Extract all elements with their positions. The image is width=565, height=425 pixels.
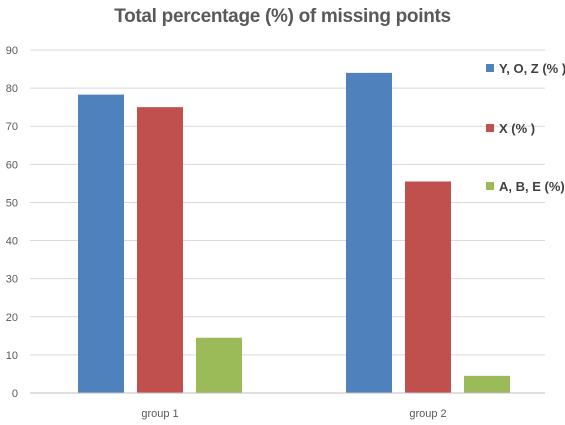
y-tick-label: 0 xyxy=(12,388,18,400)
y-tick-label: 40 xyxy=(6,236,18,248)
y-axis-tick-labels: 0 10 20 30 40 50 60 70 80 90 xyxy=(6,45,18,400)
bar-1-1 xyxy=(78,94,124,393)
y-tick-label: 20 xyxy=(6,312,18,324)
legend-label: A, B, E (%) xyxy=(499,179,565,194)
y-tick-label: 50 xyxy=(6,197,18,209)
y-tick-label: 90 xyxy=(6,45,18,57)
y-tick-label: 60 xyxy=(6,159,18,171)
chart-title: Total percentage (%) of missing points xyxy=(114,6,451,27)
bars xyxy=(78,72,510,394)
bar-2-1 xyxy=(346,72,392,393)
legend-swatch xyxy=(486,64,494,72)
bar-2-2 xyxy=(405,181,451,393)
legend-swatch xyxy=(486,182,494,190)
legend-swatch xyxy=(486,124,494,132)
legend-label: Y, O, Z (% ) xyxy=(499,61,565,76)
bar-1-3 xyxy=(196,337,242,393)
x-category-label: group 2 xyxy=(409,408,446,420)
gridlines xyxy=(30,49,545,356)
legend: Y, O, Z (% ) X (% ) A, B, E (%) xyxy=(486,61,565,194)
x-axis-category-labels: group 1 group 2 xyxy=(141,408,446,420)
x-category-label: group 1 xyxy=(141,408,178,420)
y-tick-label: 80 xyxy=(6,83,18,95)
bar-2-3 xyxy=(464,375,510,393)
bar-1-2 xyxy=(137,107,183,394)
y-tick-label: 10 xyxy=(6,350,18,362)
legend-label: X (% ) xyxy=(499,121,535,136)
y-tick-label: 30 xyxy=(6,274,18,286)
y-tick-label: 70 xyxy=(6,121,18,133)
